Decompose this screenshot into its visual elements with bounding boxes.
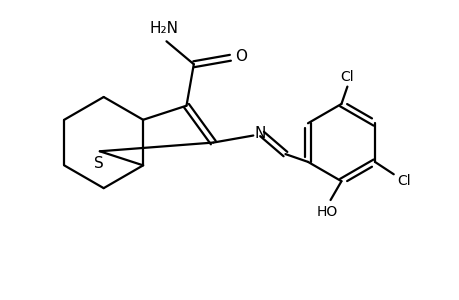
Text: N: N	[253, 125, 265, 140]
Text: H₂N: H₂N	[149, 21, 178, 36]
Text: HO: HO	[316, 205, 337, 219]
Text: Cl: Cl	[340, 70, 353, 84]
Text: S: S	[94, 156, 103, 171]
Text: O: O	[235, 49, 247, 64]
Text: Cl: Cl	[396, 174, 409, 188]
